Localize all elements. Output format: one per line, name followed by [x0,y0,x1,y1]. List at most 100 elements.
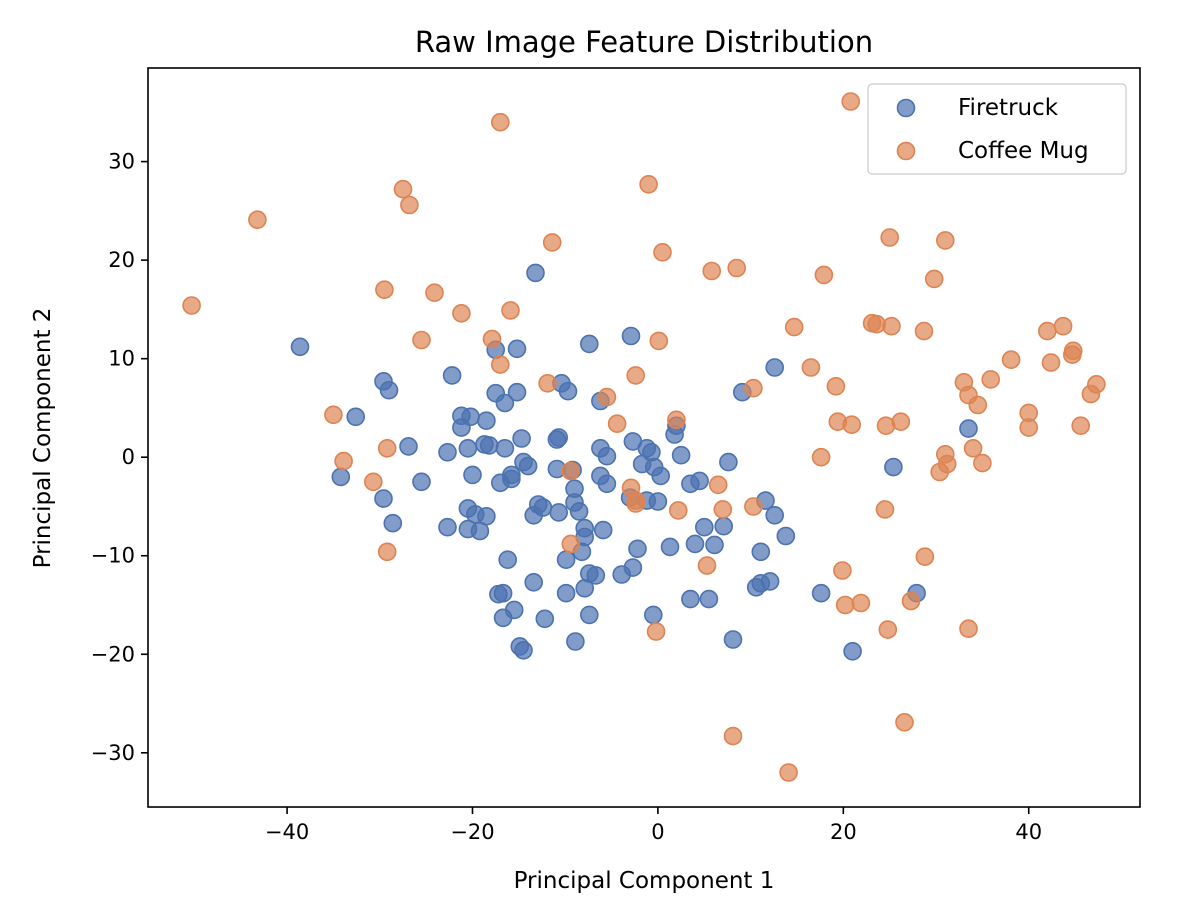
data-point-firetruck [461,407,480,427]
data-point-coffee-mug [891,412,911,432]
data-point-coffee-mug [880,228,900,247]
data-point-coffee-mug [901,591,921,611]
data-point-coffee-mug [915,547,935,567]
x-tick-label: 0 [651,820,664,844]
data-point-coffee-mug [744,378,763,398]
data-point-coffee-mug [248,210,267,229]
data-point-firetruck [586,566,606,585]
data-point-coffee-mug [626,366,646,385]
data-point-firetruck [579,334,599,354]
data-point-firetruck [623,558,643,577]
data-point-firetruck [719,452,738,472]
data-point-firetruck [751,542,771,562]
data-point-firetruck [556,550,576,570]
y-tick-label: 0 [122,445,135,469]
data-point-firetruck [549,503,569,522]
data-point-firetruck [579,605,599,625]
data-point-firetruck [648,492,668,511]
data-point-firetruck [524,572,544,592]
data-point-firetruck [495,393,515,413]
data-point-coffee-mug [1063,341,1083,361]
data-point-coffee-mug [914,321,934,341]
data-point-firetruck [694,517,714,537]
data-point-firetruck [442,366,462,385]
data-point-firetruck [502,469,521,489]
data-point-coffee-mug [1001,350,1021,370]
y-tick-label: −10 [91,544,135,568]
y-tick-label: 10 [108,347,135,371]
data-point-coffee-mug [723,726,743,746]
data-point-coffee-mug [779,763,798,782]
data-point-coffee-mug [851,593,871,613]
data-point-coffee-mug [1071,416,1090,436]
x-tick-label: 40 [1015,820,1042,844]
chart-title: Raw Image Feature Distribution [415,25,873,59]
legend-box [867,83,1127,175]
legend-label-firetruck: Firetruck [958,95,1059,121]
data-point-firetruck [569,502,589,521]
data-point-coffee-mug [981,370,1001,389]
data-point-coffee-mug [182,296,201,315]
data-point-firetruck [512,429,531,448]
data-point-firetruck [477,506,496,526]
data-point-coffee-mug [708,475,728,495]
data-point-coffee-mug [784,317,804,337]
data-point-coffee-mug [542,233,562,252]
x-tick-label: −40 [265,820,309,844]
data-point-firetruck [535,609,555,629]
data-point-coffee-mug [393,179,413,199]
data-point-firetruck [597,474,617,494]
data-point-firetruck [290,337,310,357]
data-point-firetruck [705,535,724,555]
data-point-firetruck [477,411,496,431]
data-point-coffee-mug [1019,418,1038,437]
legend-marker-coffee-mug [896,141,916,161]
data-point-firetruck [811,583,831,603]
data-point-coffee-mug [412,330,431,350]
y-axis-label: Principal Component 2 [30,308,56,569]
data-point-coffee-mug [538,373,557,393]
data-point-coffee-mug [727,258,747,278]
data-point-coffee-mug [833,561,852,580]
data-point-coffee-mug [324,405,343,425]
data-point-coffee-mug [482,329,502,349]
data-point-firetruck [760,572,780,591]
data-point-firetruck [438,517,457,537]
x-axis-ticks: −40 −20 0 20 40 [265,807,1042,844]
data-point-coffee-mug [490,355,510,374]
data-point-firetruck [566,632,585,651]
data-point-coffee-mug [875,500,895,519]
data-point-firetruck [498,550,518,570]
data-point-coffee-mug [334,451,353,471]
data-point-firetruck [507,382,527,402]
data-point-coffee-mug [826,376,846,396]
data-point-firetruck [507,339,527,359]
data-point-firetruck [374,489,393,508]
data-point-coffee-mug [607,414,627,434]
data-point-firetruck [651,466,671,486]
data-point-firetruck [558,381,578,401]
data-point-firetruck [593,520,613,540]
data-point-coffee-mug [377,438,397,458]
data-point-coffee-mug [639,175,658,194]
data-point-firetruck [493,583,513,603]
data-point-firetruck [628,539,647,559]
data-point-firetruck [723,630,743,649]
plot-frame [147,67,1141,808]
x-tick-label: −20 [450,820,494,844]
x-tick-label: 20 [830,820,857,844]
data-point-firetruck [526,263,545,283]
y-tick-label: −20 [91,642,135,666]
data-point-coffee-mug [801,358,821,377]
data-point-firetruck [765,358,785,377]
y-tick-label: −30 [91,741,135,765]
data-point-coffee-mug [1038,321,1057,341]
data-point-coffee-mug [626,494,646,513]
data-point-firetruck [685,534,705,554]
data-point-coffee-mug [1041,353,1061,372]
data-point-firetruck [504,600,524,620]
data-point-firetruck [399,437,418,456]
data-point-firetruck [514,640,533,660]
series-coffee-mug [182,92,1106,782]
data-point-coffee-mug [937,454,957,474]
